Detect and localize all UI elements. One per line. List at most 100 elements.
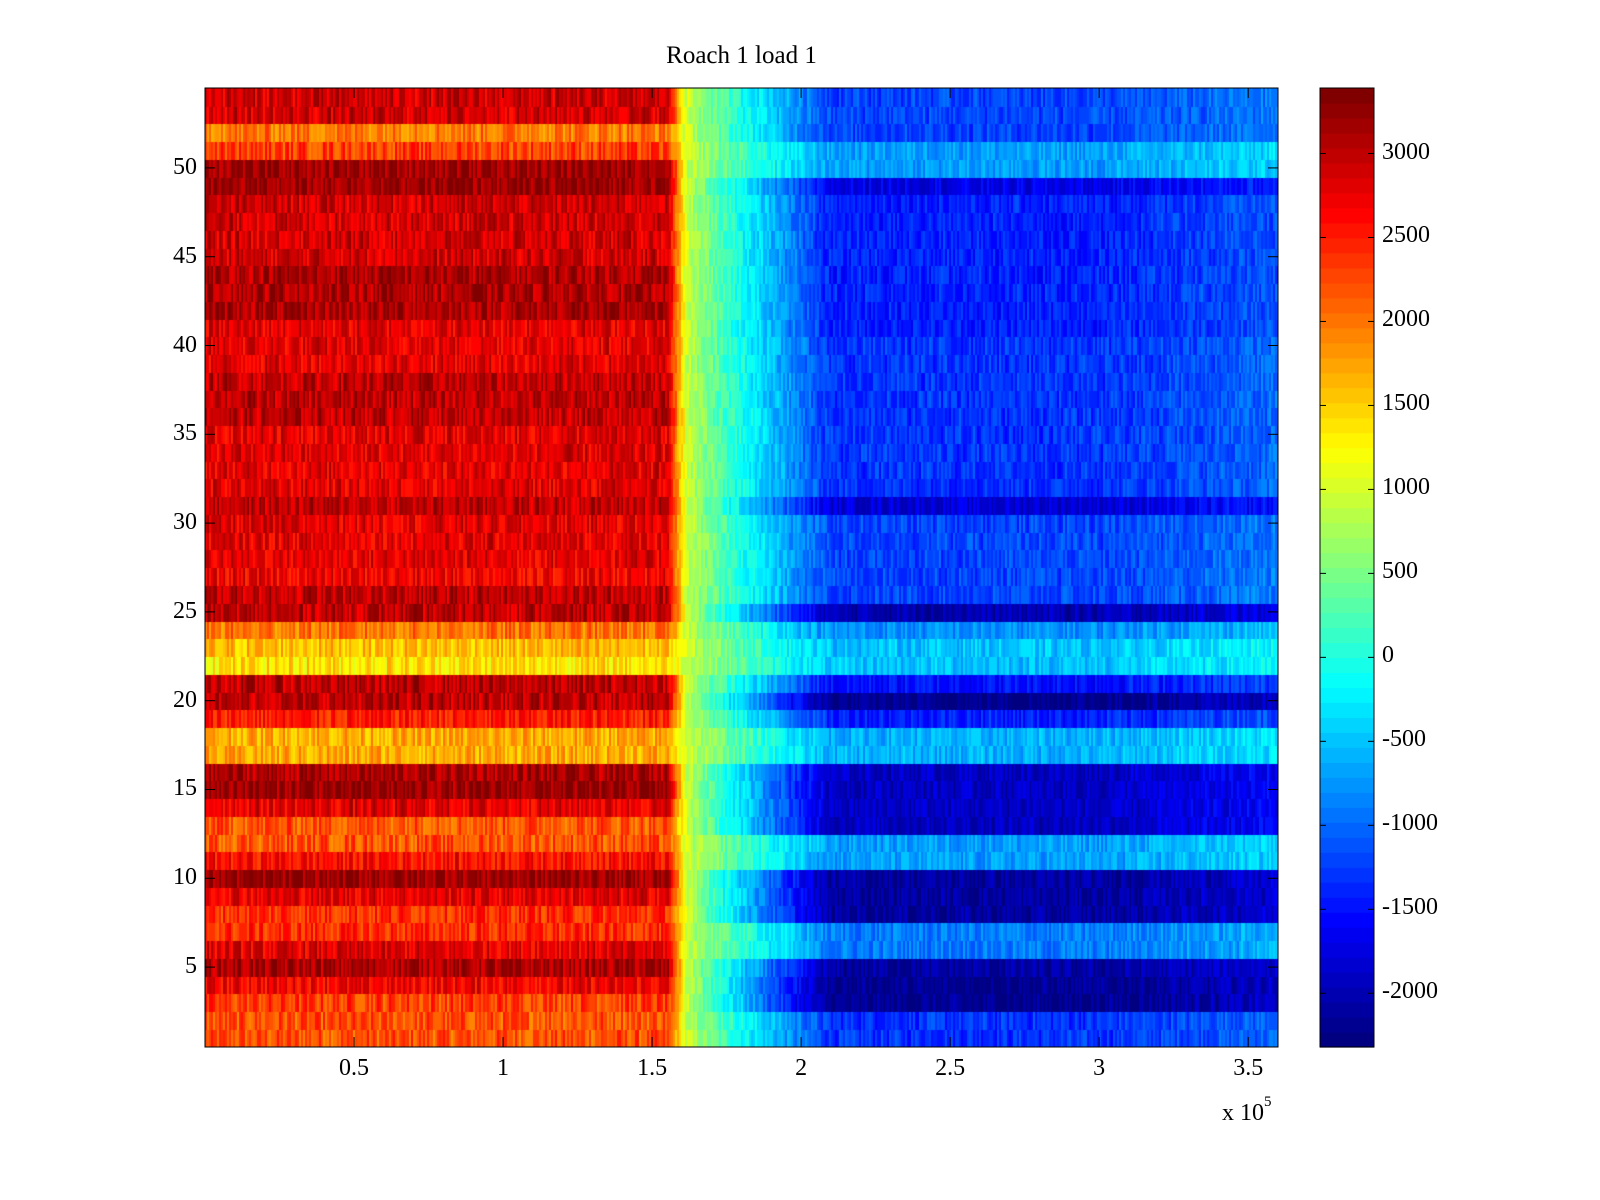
colorbar-band bbox=[1320, 372, 1374, 389]
colorbar-band bbox=[1320, 192, 1374, 209]
x-tick-label: 3.5 bbox=[1233, 1055, 1264, 1081]
colorbar-band bbox=[1320, 912, 1374, 928]
y-tick-label: 40 bbox=[173, 331, 197, 358]
y-tick-label: 50 bbox=[173, 153, 197, 180]
colorbar-band bbox=[1320, 117, 1374, 134]
colorbar-band bbox=[1320, 732, 1374, 748]
colorbar-band bbox=[1320, 642, 1374, 659]
colorbar-tick-label: -1000 bbox=[1382, 810, 1438, 837]
colorbar-band bbox=[1320, 312, 1374, 329]
colorbar-band bbox=[1320, 477, 1374, 494]
colorbar-band bbox=[1320, 612, 1374, 629]
axes-frame bbox=[204, 87, 1279, 1048]
colorbar-band bbox=[1320, 552, 1374, 569]
colorbar-band bbox=[1320, 882, 1374, 898]
colorbar-band bbox=[1320, 852, 1374, 868]
y-tick-label: 5 bbox=[185, 953, 197, 980]
y-tick-label: 10 bbox=[173, 864, 197, 891]
colorbar-band bbox=[1320, 462, 1374, 479]
colorbar-band bbox=[1320, 177, 1374, 194]
colorbar-band bbox=[1320, 867, 1374, 883]
colorbar-band bbox=[1320, 897, 1374, 913]
colorbar-band bbox=[1320, 327, 1374, 344]
colorbar-band bbox=[1320, 432, 1374, 449]
colorbar-band bbox=[1320, 387, 1374, 404]
colorbar-tick-label: 500 bbox=[1382, 558, 1418, 585]
y-tick-label: 20 bbox=[173, 686, 197, 713]
colorbar-band bbox=[1320, 972, 1374, 988]
colorbar-tick-label: 0 bbox=[1382, 642, 1394, 669]
x-tick-label: 2 bbox=[795, 1055, 808, 1081]
x-tick-label: 3 bbox=[1093, 1055, 1106, 1081]
colorbar-band bbox=[1320, 237, 1374, 254]
y-tick-label: 25 bbox=[173, 597, 197, 624]
colorbar-band bbox=[1320, 1032, 1374, 1048]
x-tick-label: 1.5 bbox=[637, 1055, 668, 1081]
colorbar-band bbox=[1320, 957, 1374, 973]
axes-box bbox=[204, 87, 1279, 1048]
colorbar-band bbox=[1320, 1002, 1374, 1018]
colorbar-tick-label: 2500 bbox=[1382, 222, 1430, 249]
colorbar-band bbox=[1320, 927, 1374, 943]
colorbar-band bbox=[1320, 657, 1374, 673]
y-tick-label: 15 bbox=[173, 775, 197, 802]
colorbar-band bbox=[1320, 717, 1374, 733]
colorbar-band bbox=[1320, 507, 1374, 524]
colorbar-band bbox=[1320, 687, 1374, 703]
colorbar-tick-label: 1500 bbox=[1382, 390, 1430, 417]
colorbar-band bbox=[1320, 147, 1374, 164]
colorbar-band bbox=[1320, 417, 1374, 434]
colorbar-band bbox=[1320, 747, 1374, 763]
colorbar-tick-label: -1500 bbox=[1382, 894, 1438, 921]
colorbar-band bbox=[1320, 132, 1374, 149]
plot-area bbox=[204, 87, 1279, 1048]
colorbar-band bbox=[1320, 777, 1374, 793]
colorbar-band bbox=[1320, 702, 1374, 718]
y-tick-label: 35 bbox=[173, 420, 197, 447]
y-tick-label: 30 bbox=[173, 509, 197, 536]
colorbar-band bbox=[1320, 162, 1374, 179]
colorbar-band bbox=[1320, 792, 1374, 808]
colorbar-band bbox=[1320, 252, 1374, 269]
colorbar-band bbox=[1320, 1017, 1374, 1033]
x-tick-label: 1 bbox=[497, 1055, 510, 1081]
x-multiplier-exponent: 5 bbox=[1264, 1094, 1272, 1110]
colorbar-band bbox=[1320, 807, 1374, 823]
colorbar-box bbox=[1319, 87, 1375, 1048]
colorbar-band bbox=[1320, 582, 1374, 599]
colorbar-band bbox=[1320, 567, 1374, 584]
colorbar-band bbox=[1320, 987, 1374, 1003]
x-multiplier-base: x 10 bbox=[1222, 1100, 1264, 1126]
colorbar-svg bbox=[1319, 87, 1375, 1048]
colorbar bbox=[1319, 87, 1375, 1048]
colorbar-band bbox=[1320, 597, 1374, 614]
colorbar-tick-label: 2000 bbox=[1382, 306, 1430, 333]
colorbar-band bbox=[1320, 267, 1374, 284]
colorbar-tick-label: 1000 bbox=[1382, 474, 1430, 501]
colorbar-band bbox=[1320, 282, 1374, 299]
x-axis-multiplier: x 105 bbox=[1222, 1094, 1272, 1127]
colorbar-tick-label: 3000 bbox=[1382, 138, 1430, 165]
colorbar-band bbox=[1320, 342, 1374, 359]
colorbar-band bbox=[1320, 297, 1374, 314]
x-tick-label: 2.5 bbox=[935, 1055, 966, 1081]
colorbar-band bbox=[1320, 102, 1374, 119]
colorbar-tick-label: -500 bbox=[1382, 726, 1426, 753]
y-tick-label: 45 bbox=[173, 242, 197, 269]
colorbar-tick-label: -2000 bbox=[1382, 978, 1438, 1005]
colorbar-band bbox=[1320, 88, 1374, 104]
colorbar-band bbox=[1320, 672, 1374, 688]
colorbar-band bbox=[1320, 492, 1374, 509]
colorbar-band bbox=[1320, 762, 1374, 778]
colorbar-band bbox=[1320, 822, 1374, 838]
colorbar-band bbox=[1320, 522, 1374, 539]
chart-title: Roach 1 load 1 bbox=[666, 42, 817, 69]
x-tick-label: 0.5 bbox=[339, 1055, 370, 1081]
colorbar-band bbox=[1320, 207, 1374, 224]
colorbar-band bbox=[1320, 537, 1374, 554]
colorbar-band bbox=[1320, 447, 1374, 464]
colorbar-band bbox=[1320, 222, 1374, 239]
colorbar-band bbox=[1320, 837, 1374, 853]
colorbar-band bbox=[1320, 357, 1374, 374]
colorbar-band bbox=[1320, 402, 1374, 419]
